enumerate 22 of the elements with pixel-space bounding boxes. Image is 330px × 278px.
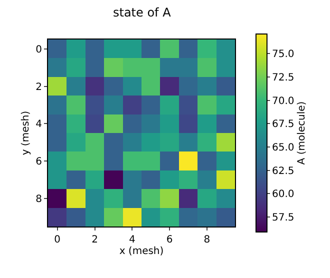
y-tick-label: 8 <box>36 194 42 205</box>
y-axis-title: y (mesh) <box>20 110 32 156</box>
color-bar-label: 75.0 <box>272 49 294 60</box>
y-tick-label: 4 <box>36 119 42 130</box>
color-bar-label: 62.5 <box>272 166 294 177</box>
x-tick-label: 8 <box>204 234 210 246</box>
color-bar-title: A (molecule) <box>296 101 308 165</box>
y-tick-label: 0 <box>36 44 42 56</box>
x-axis-title: x (mesh) <box>119 246 164 257</box>
color-bar-label: 70.0 <box>272 96 294 107</box>
y-tick-label: 6 <box>36 156 42 168</box>
x-tick-label: 4 <box>128 234 136 246</box>
color-bar-label: 65.0 <box>272 142 294 154</box>
chart-title: state of A <box>112 6 172 20</box>
x-tick-label: 0 <box>54 234 61 246</box>
x-tick-label: 2 <box>92 234 98 246</box>
y-tick-label: 2 <box>36 82 42 93</box>
x-tick-label: 6 <box>166 234 173 246</box>
color-bar-label: 72.5 <box>272 72 294 84</box>
color-bar-label: 67.5 <box>272 119 294 130</box>
color-bar-label: 57.5 <box>272 212 294 224</box>
color-bar-label: 60.0 <box>272 189 294 200</box>
